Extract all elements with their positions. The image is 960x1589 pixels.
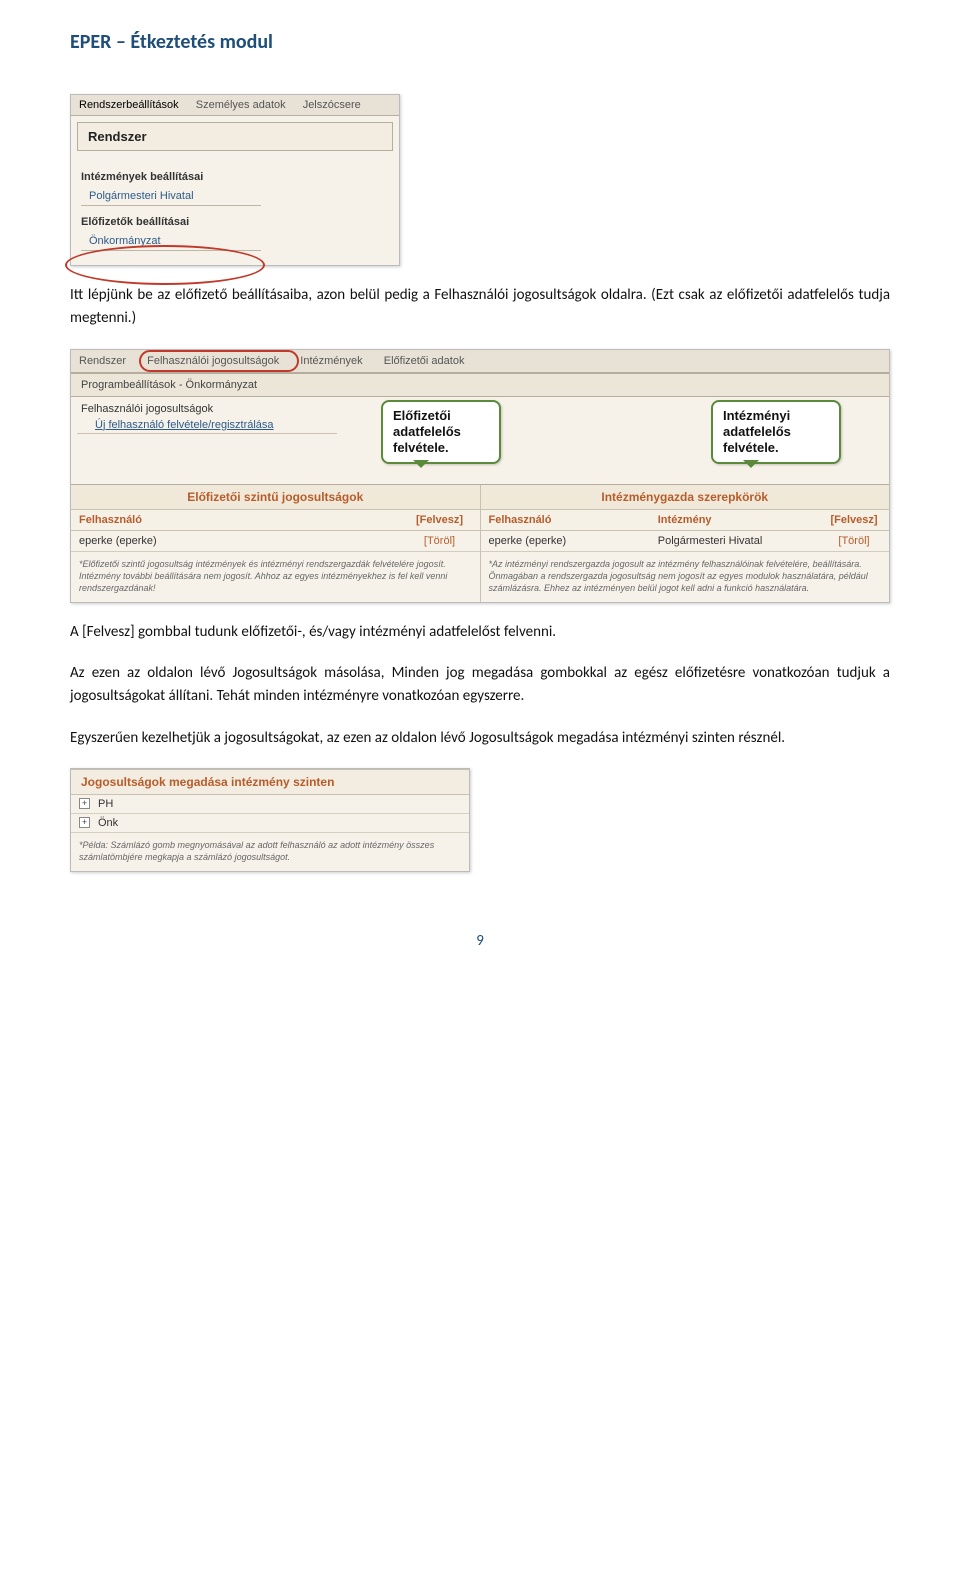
tree-row-onk[interactable]: + Önk [71, 814, 469, 833]
group-elofizetok: Előfizetők beállításai [81, 216, 389, 228]
tab-szemelyes-adatok[interactable]: Személyes adatok [196, 99, 286, 111]
action-torol-right[interactable]: [Töröl] [819, 531, 889, 551]
tree-label-ph: PH [98, 798, 113, 810]
footnote-shot3: *Példa: Számlázó gomb megnyomásával az a… [71, 833, 469, 871]
table-intezmenygazda: Intézménygazda szerepkörök Felhasználó I… [480, 485, 890, 602]
tab-rendszerbeallitasok[interactable]: Rendszerbeállítások [79, 99, 179, 111]
col-intezmeny: Intézmény [650, 510, 819, 530]
link-polgarmesteri[interactable]: Polgármesteri Hivatal [81, 187, 261, 206]
table-title-elofizetoi: Előfizetői szintű jogosultságok [71, 485, 480, 510]
tab-rendszer[interactable]: Rendszer [79, 355, 126, 367]
cell-inst-right: Polgármesteri Hivatal [650, 531, 819, 551]
tab-bar-2: Rendszer Felhasználói jogosultságok Inté… [71, 350, 889, 373]
tab-jelszocsere[interactable]: Jelszócsere [303, 99, 361, 111]
expand-icon[interactable]: + [79, 817, 90, 828]
document-title: EPER – Étkeztetés modul [70, 30, 890, 54]
action-felvesz-left[interactable]: [Felvesz] [400, 510, 480, 530]
action-felvesz-right[interactable]: [Felvesz] [819, 510, 889, 530]
link-onkormanyzat[interactable]: Önkormányzat [81, 232, 261, 251]
tab-elofizetoi-adatok[interactable]: Előfizetői adatok [384, 355, 465, 367]
callout-intezmenyi: Intézményi adatfelelős felvétele. [711, 400, 841, 465]
tab-intezmenyek[interactable]: Intézmények [300, 355, 362, 367]
tree-row-ph[interactable]: + PH [71, 795, 469, 814]
col-felhasznalo-r: Felhasználó [481, 510, 650, 530]
panel-body: Intézmények beállításai Polgármesteri Hi… [71, 157, 399, 265]
paragraph-1: Itt lépjünk be az előfizető beállításaib… [70, 284, 890, 331]
cell-user-left: eperke (eperke) [71, 531, 400, 551]
action-torol-left[interactable]: [Töröl] [400, 531, 480, 551]
screenshot-jogosultsagok-szinten: Jogosultságok megadása intézmény szinten… [70, 768, 470, 872]
panel-title-rendszer: Rendszer [77, 122, 393, 151]
expand-icon[interactable]: + [79, 798, 90, 809]
tab-felhasznaloi-jogosultsagok[interactable]: Felhasználói jogosultságok [147, 355, 279, 367]
page-number: 9 [70, 932, 890, 950]
paragraph-4: Egyszerűen kezelhetjük a jogosultságokat… [70, 727, 890, 750]
tree-label-onk: Önk [98, 817, 118, 829]
subheader-programbeallitasok: Programbeállítások - Önkormányzat [71, 373, 889, 397]
tables-row: Előfizetői szintű jogosultságok Felhaszn… [71, 484, 889, 602]
screenshot-jogosultsagok: Rendszer Felhasználói jogosultságok Inté… [70, 349, 890, 603]
table-elofizetoi: Előfizetői szintű jogosultságok Felhaszn… [71, 485, 480, 602]
table-head-right: Felhasználó Intézmény [Felvesz] [481, 510, 890, 531]
col-felhasznalo: Felhasználó [71, 510, 400, 530]
group-intezmenyek: Intézmények beállításai [81, 171, 389, 183]
paragraph-3: Az ezen az oldalon lévő Jogosultságok má… [70, 662, 890, 709]
footnote-left: *Előfizetői szintű jogosultság intézmény… [71, 552, 480, 602]
table-row: eperke (eperke) Polgármesteri Hivatal [T… [481, 531, 890, 552]
footnote-right: *Az intézményi rendszergazda jogosult az… [481, 552, 890, 602]
table-head-left: Felhasználó [Felvesz] [71, 510, 480, 531]
cell-user-right: eperke (eperke) [481, 531, 650, 551]
table-title-intezmenygazda: Intézménygazda szerepkörök [481, 485, 890, 510]
table-row: eperke (eperke) [Töröl] [71, 531, 480, 552]
panel-title-jogosultsagok-szinten: Jogosultságok megadása intézmény szinten [71, 769, 469, 795]
screenshot-rendszer-panel: Rendszerbeállítások Személyes adatok Jel… [70, 94, 400, 266]
tab-bar: Rendszerbeállítások Személyes adatok Jel… [71, 95, 399, 116]
link-uj-felhasznalo[interactable]: Új felhasználó felvétele/regisztrálása [77, 417, 337, 434]
callout-elofizetoi: Előfizetői adatfelelős felvétele. [381, 400, 501, 465]
paragraph-2: A [Felvesz] gombbal tudunk előfizetői-, … [70, 621, 890, 644]
